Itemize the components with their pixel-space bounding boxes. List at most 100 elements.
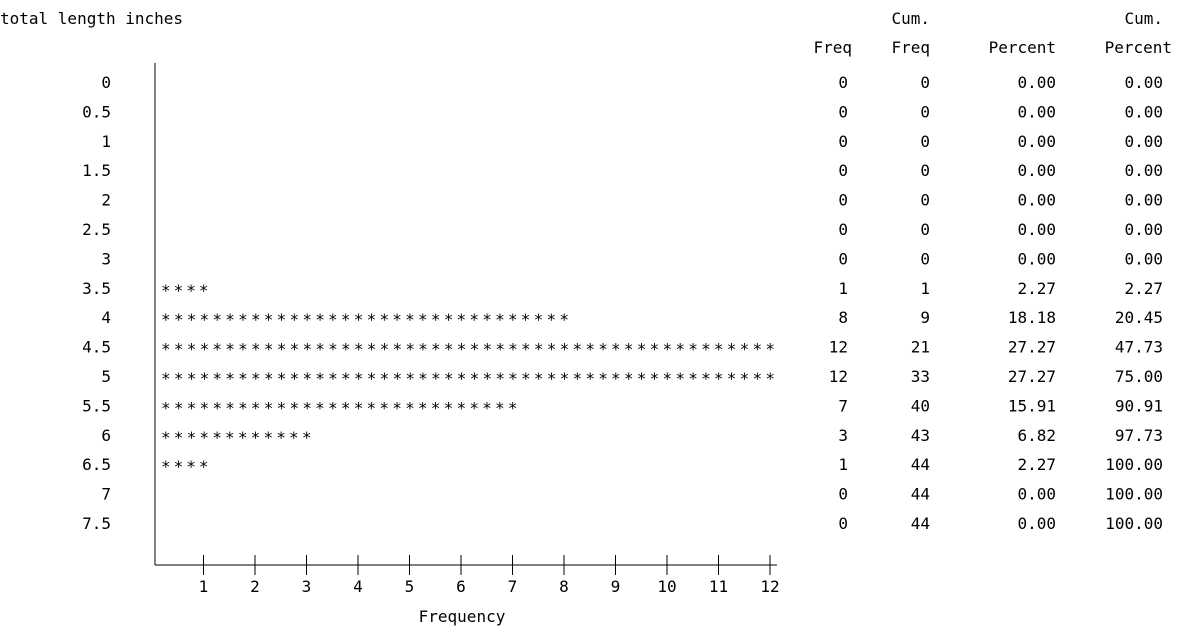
freq-cell: 0 xyxy=(838,161,848,180)
bar: **************************** xyxy=(161,398,518,417)
cum-percent-cell: 0.00 xyxy=(1124,220,1163,239)
percent-cell: 0.00 xyxy=(1017,132,1056,151)
cum-freq-cell: 43 xyxy=(911,426,930,445)
cum-freq-cell: 33 xyxy=(911,367,930,386)
x-tick-label: 2 xyxy=(250,577,260,596)
freq-cell: 8 xyxy=(838,308,848,327)
cum-percent-cell: 2.27 xyxy=(1124,279,1163,298)
percent-cell: 0.00 xyxy=(1017,191,1056,210)
table-header-freq: Freq xyxy=(813,38,852,57)
freq-cell: 1 xyxy=(838,279,848,298)
freq-cell: 0 xyxy=(838,191,848,210)
freq-cell: 0 xyxy=(838,485,848,504)
freq-cell: 0 xyxy=(838,102,848,121)
cum-freq-cell: 44 xyxy=(911,455,930,474)
cum-freq-cell: 0 xyxy=(920,161,930,180)
freq-cell: 3 xyxy=(838,426,848,445)
cum-percent-cell: 100.00 xyxy=(1105,455,1163,474)
x-axis-title: Frequency xyxy=(419,607,506,626)
freq-cell: 0 xyxy=(838,249,848,268)
cum-freq-cell: 9 xyxy=(920,308,930,327)
table-header-cum-freq-top: Cum. xyxy=(891,9,930,28)
cum-percent-cell: 90.91 xyxy=(1115,396,1163,415)
bar: ****************************************… xyxy=(161,369,775,388)
percent-cell: 2.27 xyxy=(1017,279,1056,298)
category-label: 0 xyxy=(101,73,111,92)
table-header-cum-freq: Freq xyxy=(891,38,930,57)
percent-cell: 0.00 xyxy=(1017,220,1056,239)
bars: ****************************************… xyxy=(161,281,775,476)
x-tick-label: 3 xyxy=(302,577,312,596)
category-label: 0.5 xyxy=(82,102,111,121)
freq-cell: 1 xyxy=(838,455,848,474)
x-tick-label: 11 xyxy=(709,577,728,596)
category-label: 2 xyxy=(101,191,111,210)
category-label: 5.5 xyxy=(82,396,111,415)
cum-percent-cell: 0.00 xyxy=(1124,249,1163,268)
x-tick-label: 7 xyxy=(508,577,518,596)
x-ticks: 1 2 3 4 5 6 7 8 9 10 11 12 xyxy=(199,555,780,596)
percent-cell: 27.27 xyxy=(1008,367,1056,386)
x-tick-label: 4 xyxy=(353,577,363,596)
category-label: 3 xyxy=(101,249,111,268)
freq-cell: 7 xyxy=(838,396,848,415)
category-label: 6 xyxy=(101,426,111,445)
cum-percent-cell: 0.00 xyxy=(1124,102,1163,121)
cum-percent-cell: 75.00 xyxy=(1115,367,1163,386)
cum-percent-cell: 0.00 xyxy=(1124,132,1163,151)
category-label: 4 xyxy=(101,308,111,327)
percent-cell: 0.00 xyxy=(1017,102,1056,121)
category-label: 7 xyxy=(101,485,111,504)
category-label: 1 xyxy=(101,132,111,151)
freq-cell: 12 xyxy=(829,367,848,386)
cum-freq-cell: 44 xyxy=(911,485,930,504)
bar: **** xyxy=(161,281,209,300)
cum-percent-cell: 47.73 xyxy=(1115,338,1163,357)
axes xyxy=(154,63,777,566)
freq-cell: 0 xyxy=(838,514,848,533)
cum-freq-cell: 0 xyxy=(920,132,930,151)
freq-cell: 0 xyxy=(838,220,848,239)
cum-percent-cell: 0.00 xyxy=(1124,73,1163,92)
percent-cell: 0.00 xyxy=(1017,514,1056,533)
cum-freq-cell: 0 xyxy=(920,220,930,239)
cum-percent-cell: 0.00 xyxy=(1124,161,1163,180)
category-label: 5 xyxy=(101,367,111,386)
category-labels: 0 0.5 1 1.5 2 2.5 3 3.5 4 4.5 5 5.5 6 6.5 7 7.5 xyxy=(82,73,111,533)
cum-freq-cell: 0 xyxy=(920,191,930,210)
cum-percent-cell: 100.00 xyxy=(1105,514,1163,533)
cum-freq-cell: 21 xyxy=(911,338,930,357)
cum-freq-cell: 0 xyxy=(920,249,930,268)
category-label: 2.5 xyxy=(82,220,111,239)
cum-percent-cell: 97.73 xyxy=(1115,426,1163,445)
percent-cell: 2.27 xyxy=(1017,455,1056,474)
percent-cell: 18.18 xyxy=(1008,308,1056,327)
cum-freq-cell: 0 xyxy=(920,73,930,92)
bar: ******************************** xyxy=(161,310,569,329)
x-tick-label: 6 xyxy=(456,577,466,596)
table-header-cum-percent: Percent xyxy=(1105,38,1172,57)
freq-cell: 12 xyxy=(829,338,848,357)
bar: ************ xyxy=(161,428,312,447)
bar: **** xyxy=(161,457,209,476)
category-label: 3.5 xyxy=(82,279,111,298)
freq-cell: 0 xyxy=(838,132,848,151)
stats-table: 0 0 0.00 0.00 0 0 0.00 0.00 0 0 0.00 0.00 0 0 0.00 0.00… xyxy=(829,73,1163,533)
category-label: 7.5 xyxy=(82,514,111,533)
cum-freq-cell: 1 xyxy=(920,279,930,298)
cum-freq-cell: 40 xyxy=(911,396,930,415)
percent-cell: 0.00 xyxy=(1017,73,1056,92)
percent-cell: 0.00 xyxy=(1017,161,1056,180)
cum-percent-cell: 100.00 xyxy=(1105,485,1163,504)
percent-cell: 27.27 xyxy=(1008,338,1056,357)
category-label: 6.5 xyxy=(82,455,111,474)
x-tick-label: 12 xyxy=(760,577,779,596)
x-tick-label: 9 xyxy=(611,577,621,596)
cum-freq-cell: 44 xyxy=(911,514,930,533)
percent-cell: 0.00 xyxy=(1017,249,1056,268)
percent-cell: 15.91 xyxy=(1008,396,1056,415)
freq-cell: 0 xyxy=(838,73,848,92)
x-tick-label: 1 xyxy=(199,577,209,596)
cum-freq-cell: 0 xyxy=(920,102,930,121)
